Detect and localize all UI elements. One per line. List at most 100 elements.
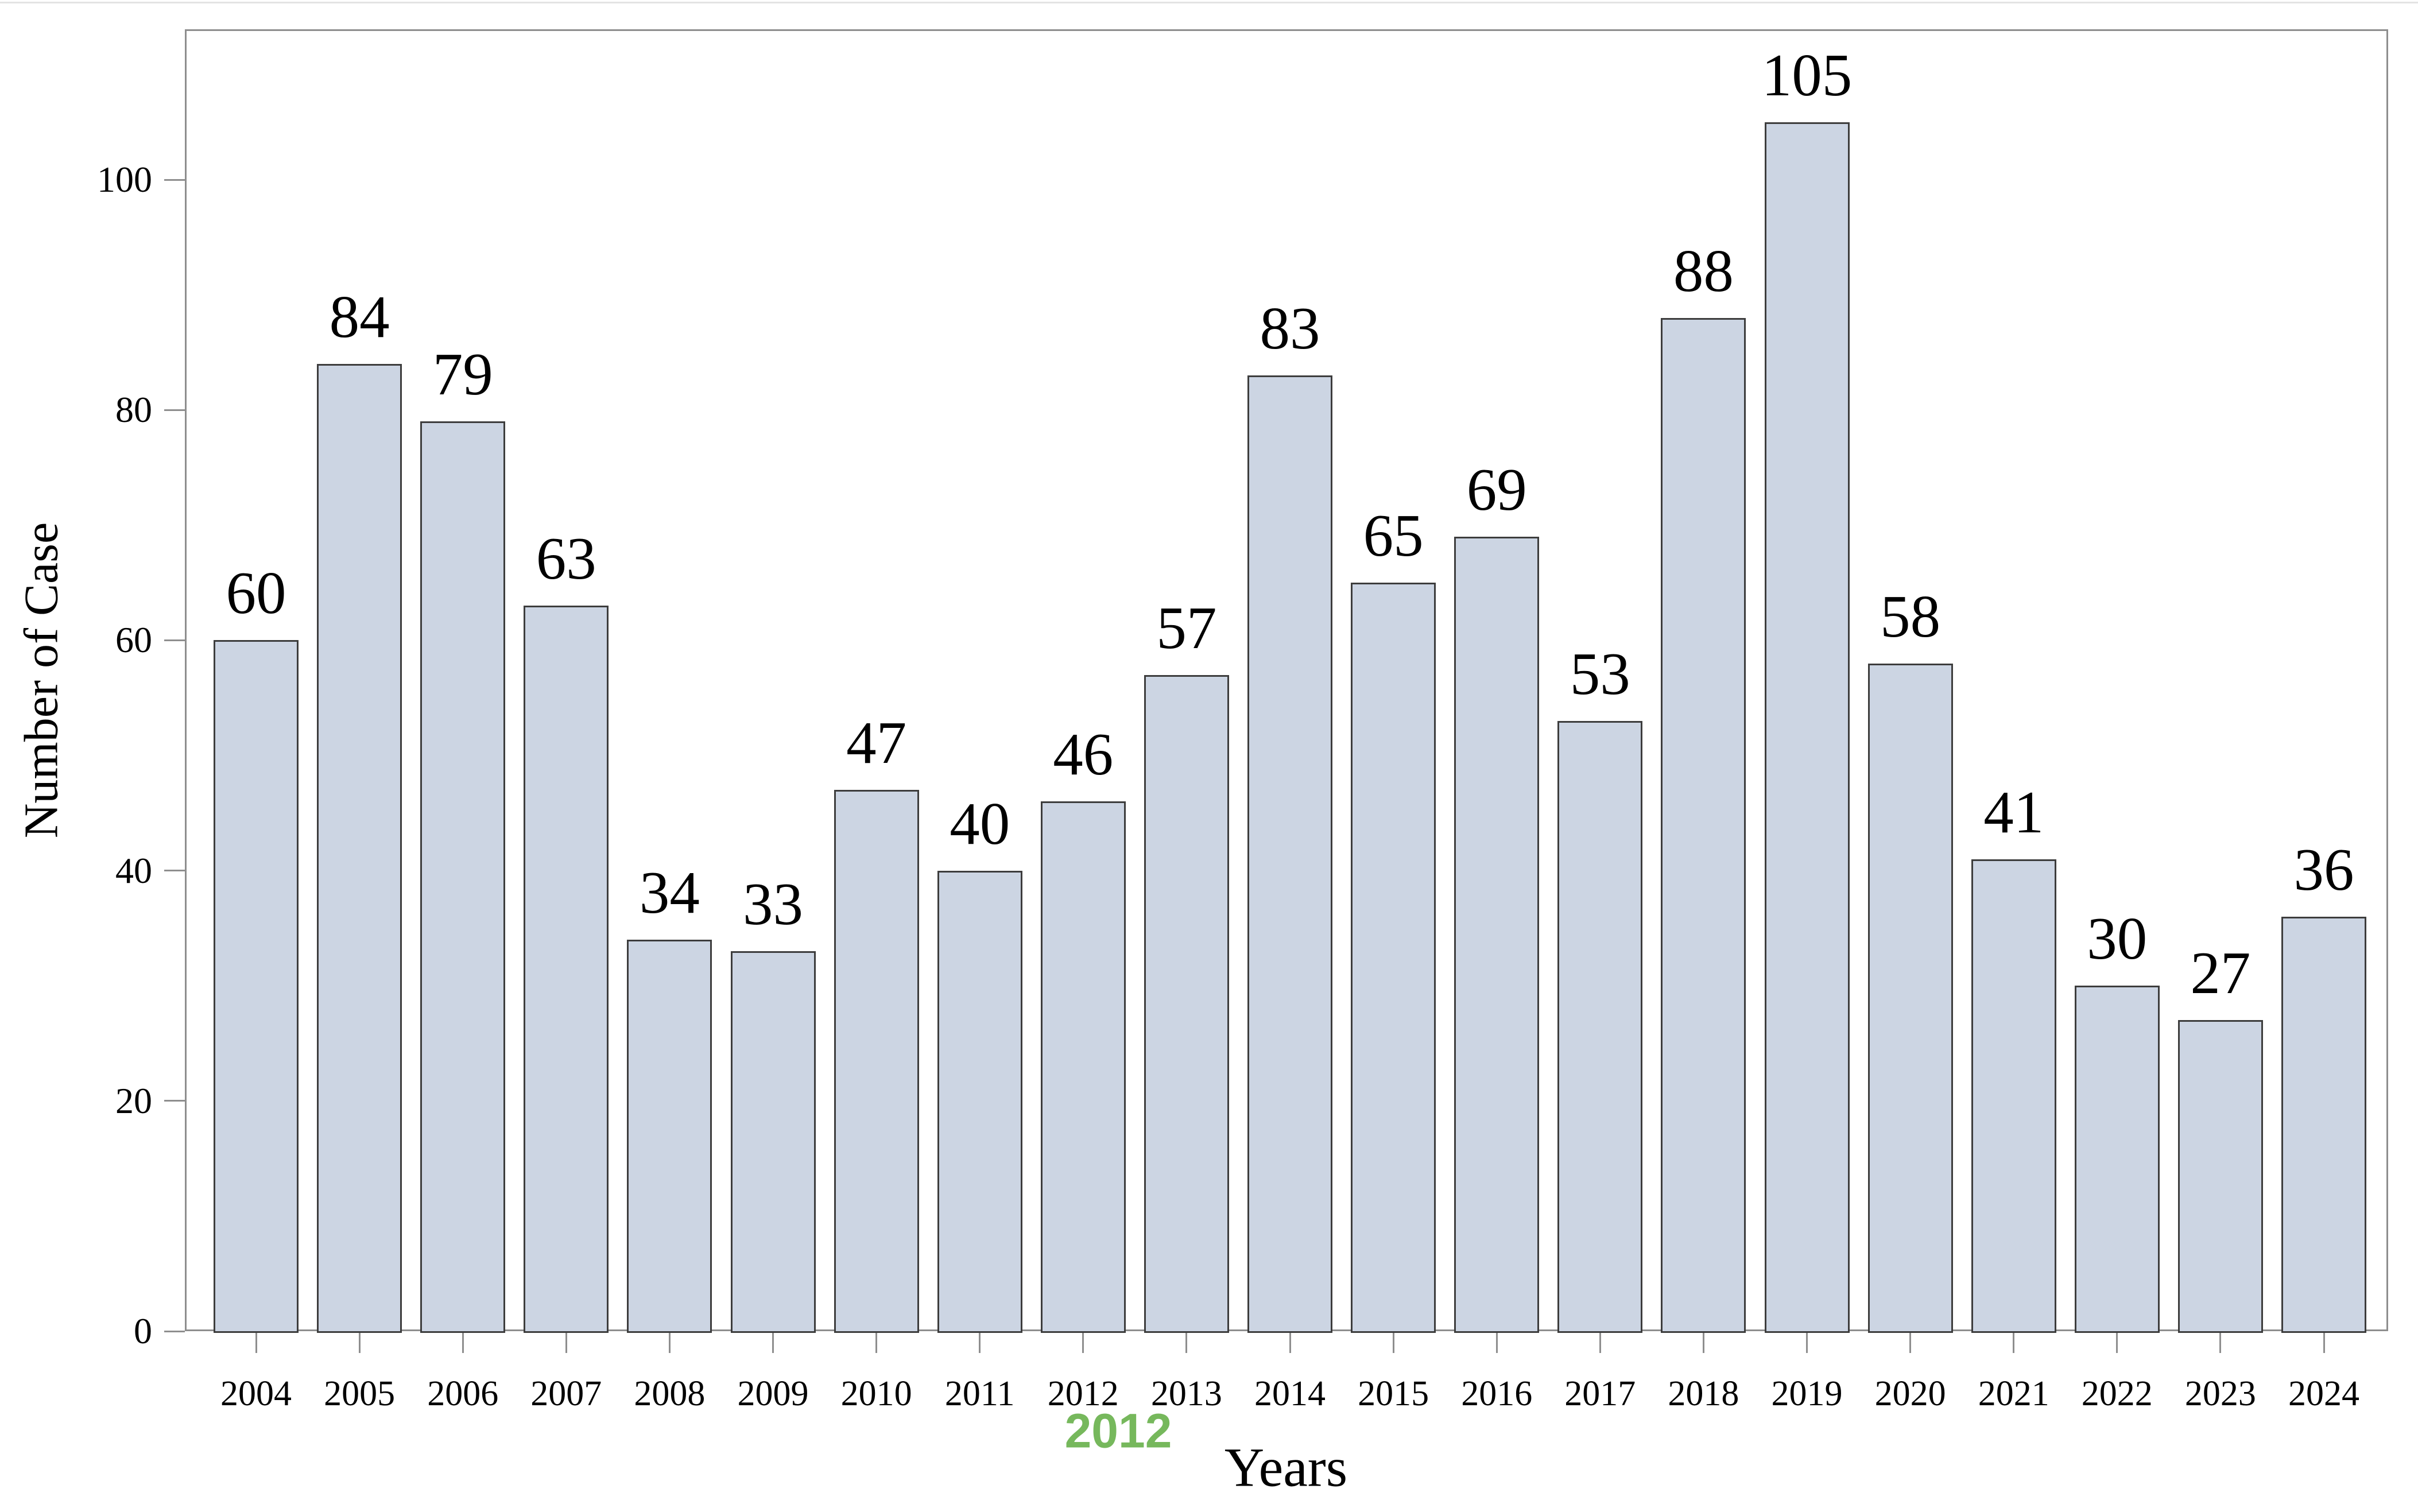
y-axis-title: Number of Case: [14, 522, 68, 839]
x-axis-tick: [2013, 1333, 2015, 1353]
y-axis-tick: [164, 409, 185, 411]
x-axis-tick-label-2024: 2024: [2288, 1374, 2359, 1413]
bar-value-label-2007: 63: [536, 525, 596, 592]
x-axis-tick: [772, 1333, 774, 1353]
x-axis-title: Years: [1224, 1436, 1348, 1498]
bar-value-label-2006: 79: [432, 340, 493, 408]
x-axis-tick: [1599, 1333, 1601, 1353]
bar-2005: [317, 363, 402, 1333]
bar-value-label-2012: 46: [1053, 720, 1114, 788]
x-axis-tick: [2219, 1333, 2222, 1353]
x-axis-tick-label-2017: 2017: [1564, 1374, 1636, 1413]
bar-2014: [1247, 375, 1332, 1333]
x-axis-tick: [358, 1333, 361, 1353]
x-axis-tick: [255, 1333, 257, 1353]
y-axis-tick-label: 0: [134, 1311, 152, 1351]
x-axis-tick-label-2022: 2022: [2081, 1374, 2153, 1413]
bar-2013: [1144, 674, 1229, 1333]
x-axis-tick-label-2014: 2014: [1254, 1374, 1326, 1413]
x-axis-tick: [875, 1333, 878, 1353]
x-axis-tick-label-2009: 2009: [737, 1374, 809, 1413]
x-axis-tick-label-2018: 2018: [1668, 1374, 1739, 1413]
x-axis-tick-label-2006: 2006: [427, 1374, 499, 1413]
bar-2015: [1351, 583, 1436, 1333]
bar-2010: [834, 790, 919, 1333]
bar-2007: [524, 606, 609, 1333]
x-axis-tick: [1495, 1333, 1498, 1353]
x-axis-tick: [565, 1333, 567, 1353]
x-axis-tick-label-2020: 2020: [1874, 1374, 1946, 1413]
y-axis-tick-label: 60: [115, 619, 152, 661]
y-axis-tick-label: 40: [115, 850, 152, 891]
x-axis-tick-label-2007: 2007: [530, 1374, 602, 1413]
bar-value-label-2008: 34: [639, 858, 700, 926]
bar-2012: [1040, 801, 1126, 1333]
x-axis-tick-label-2021: 2021: [1978, 1374, 2049, 1413]
x-axis-tick: [2323, 1333, 2325, 1353]
bar-2009: [730, 951, 816, 1333]
y-axis-tick: [164, 1100, 185, 1102]
x-axis-tick: [1909, 1333, 1912, 1353]
x-axis-tick-label-2016: 2016: [1461, 1374, 1533, 1413]
bar-value-label-2013: 57: [1156, 594, 1217, 661]
bar-value-label-2019: 105: [1761, 41, 1853, 108]
y-axis-tick-label: 20: [115, 1080, 152, 1121]
bar-value-label-2011: 40: [950, 789, 1010, 857]
bar-2011: [937, 870, 1022, 1333]
x-axis-tick-label-2010: 2010: [840, 1374, 912, 1413]
bar-value-label-2020: 58: [1880, 582, 1941, 650]
x-axis-tick-label-2015: 2015: [1358, 1374, 1429, 1413]
bar-2016: [1454, 536, 1540, 1333]
bar-2022: [2074, 986, 2160, 1333]
bar-value-label-2005: 84: [329, 282, 390, 350]
y-axis-tick: [164, 639, 185, 641]
x-axis-tick: [1185, 1333, 1188, 1353]
image-top-edge-line: [0, 2, 2418, 3]
x-axis-tick: [1289, 1333, 1291, 1353]
bar-value-label-2023: 27: [2190, 939, 2251, 1007]
bar-value-label-2004: 60: [226, 559, 286, 627]
bar-2018: [1661, 317, 1746, 1333]
x-axis-tick: [462, 1333, 464, 1353]
x-axis-tick-label-2023: 2023: [2184, 1374, 2256, 1413]
y-axis-tick-label: 80: [115, 389, 152, 431]
bar-2021: [1971, 859, 2056, 1333]
bar-2020: [1867, 663, 1953, 1333]
x-axis-tick: [668, 1333, 671, 1353]
x-axis-tick-label-2019: 2019: [1771, 1374, 1843, 1413]
x-axis-tick-label-2008: 2008: [634, 1374, 706, 1413]
bar-value-label-2014: 83: [1260, 294, 1320, 362]
y-axis-tick-label: 100: [97, 159, 152, 200]
bar-value-label-2009: 33: [743, 870, 803, 938]
x-axis-tick: [1702, 1333, 1704, 1353]
x-axis-tick: [1806, 1333, 1808, 1353]
bar-value-label-2010: 47: [846, 709, 907, 777]
bar-2024: [2281, 916, 2366, 1333]
bar-value-label-2021: 41: [1983, 778, 2044, 846]
bar-value-label-2015: 65: [1363, 502, 1424, 569]
bar-value-label-2017: 53: [1570, 639, 1630, 707]
x-axis-tick: [1082, 1333, 1084, 1353]
bar-2006: [420, 421, 506, 1333]
y-axis-tick: [164, 870, 185, 872]
highlighted-year-annotation: 2012: [1064, 1404, 1172, 1458]
x-axis-tick: [979, 1333, 981, 1353]
y-axis-tick: [164, 179, 185, 181]
x-axis-tick-label-2013: 2013: [1150, 1374, 1222, 1413]
bar-value-label-2022: 30: [2087, 905, 2148, 972]
bar-2017: [1557, 720, 1643, 1333]
bar-value-label-2018: 88: [1673, 237, 1734, 304]
bar-2023: [2177, 1020, 2263, 1333]
x-axis-tick: [2116, 1333, 2118, 1353]
x-axis-tick-label-2004: 2004: [220, 1374, 292, 1413]
bar-2008: [627, 939, 712, 1333]
x-axis-tick-label-2012: 2012: [1047, 1374, 1119, 1413]
bar-value-label-2016: 69: [1466, 455, 1527, 523]
bar-2004: [214, 640, 299, 1333]
y-axis-tick: [164, 1330, 185, 1332]
x-axis-tick: [1392, 1333, 1394, 1353]
x-axis-tick-label-2005: 2005: [324, 1374, 396, 1413]
bar-2019: [1764, 122, 1850, 1333]
bar-value-label-2024: 36: [2293, 835, 2354, 903]
